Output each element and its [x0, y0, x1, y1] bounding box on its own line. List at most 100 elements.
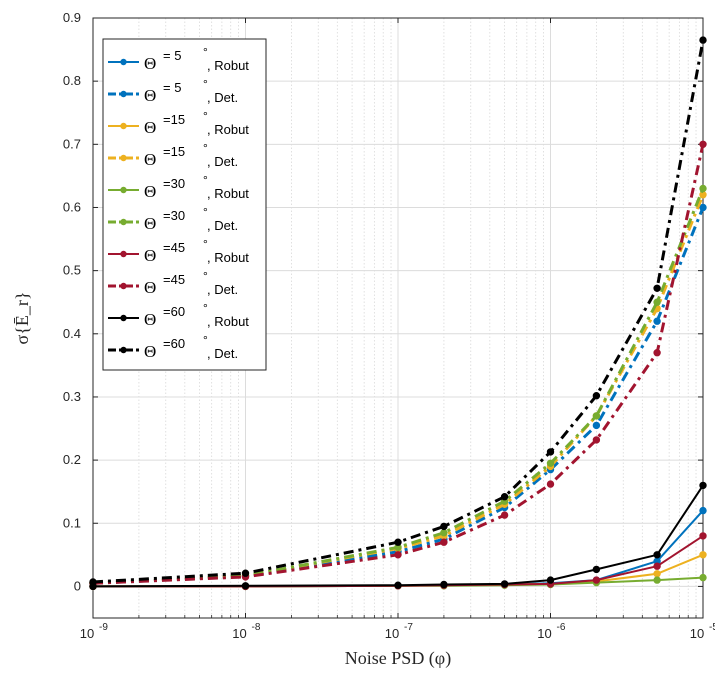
legend-entry: Θ =60 °, Det. — [108, 333, 238, 361]
data-point — [546, 480, 555, 488]
data-point — [241, 582, 250, 590]
y-tick-label: 0.5 — [63, 263, 81, 278]
legend-entry: Θ =30 °, Det. — [108, 205, 238, 233]
x-tick-base: 10 — [537, 626, 551, 641]
legend-degree-symbol: ° — [203, 237, 208, 251]
x-tick-base: 10 — [80, 626, 94, 641]
legend-entry: Θ = 5 °, Det. — [108, 77, 238, 105]
legend-method-label: , Robut — [207, 58, 249, 73]
legend-entry: Θ =15 °, Robut — [108, 109, 249, 137]
data-point — [653, 570, 661, 578]
x-tick-label: 10 -9 — [80, 622, 109, 641]
data-point — [653, 576, 661, 584]
legend-angle-value: = 5 — [163, 80, 181, 95]
legend-method-label: , Det. — [207, 282, 238, 297]
legend-entry: Θ = 5 °, Robut — [108, 45, 249, 73]
legend-angle-value: =60 — [163, 336, 185, 351]
legend-method-label: , Det. — [207, 218, 238, 233]
data-point — [653, 284, 661, 292]
legend-method-label: , Det. — [207, 90, 238, 105]
legend-theta-symbol: Θ — [144, 150, 156, 169]
data-point — [592, 576, 601, 584]
data-point — [653, 562, 661, 570]
legend-method-label: , Det. — [207, 346, 238, 361]
legend-method-label: , Robut — [207, 314, 249, 329]
legend-theta-symbol: Θ — [144, 118, 156, 137]
legend-angle-value: =30 — [163, 176, 185, 191]
data-point — [699, 506, 707, 515]
data-point — [546, 459, 555, 467]
data-point — [592, 421, 601, 430]
y-tick-label: 0.2 — [63, 452, 81, 467]
data-point — [592, 565, 601, 574]
legend-marker — [120, 58, 127, 66]
legend-marker — [120, 90, 127, 98]
x-tick-base: 10 — [690, 626, 704, 641]
legend-degree-symbol: ° — [203, 301, 208, 315]
data-point — [699, 481, 707, 490]
legend-angle-value: =45 — [163, 240, 185, 255]
data-point — [699, 551, 707, 559]
x-tick-label: 10 -5 — [690, 622, 715, 641]
y-tick-label: 0.3 — [63, 389, 81, 404]
data-point — [699, 532, 707, 540]
legend-entry: Θ =60 °, Robut — [108, 301, 249, 329]
legend-entry: Θ =15 °, Det. — [108, 141, 238, 169]
data-point — [699, 191, 707, 199]
legend-marker — [120, 122, 127, 130]
data-point — [500, 493, 509, 501]
legend-angle-value: =45 — [163, 272, 185, 287]
data-point — [394, 581, 402, 589]
data-point — [592, 412, 601, 420]
legend-degree-symbol: ° — [203, 141, 208, 155]
legend-marker — [120, 186, 127, 194]
data-point — [653, 298, 661, 306]
data-point — [440, 580, 448, 589]
data-point — [699, 203, 707, 212]
data-point — [546, 576, 555, 584]
legend-degree-symbol: ° — [203, 45, 208, 59]
x-tick-label: 10 -8 — [232, 622, 261, 641]
legend-entry: Θ =30 °, Robut — [108, 173, 249, 201]
legend-theta-symbol: Θ — [144, 86, 156, 105]
data-point — [653, 317, 661, 325]
legend-marker — [120, 282, 127, 290]
series-9 — [89, 481, 707, 591]
legend-degree-symbol: ° — [203, 77, 208, 91]
x-tick-exponent: -5 — [709, 622, 715, 633]
legend-degree-symbol: ° — [203, 109, 208, 123]
y-tick-label: 0.4 — [63, 326, 81, 341]
y-tick-label: 0 — [74, 578, 81, 593]
data-point — [546, 448, 555, 456]
legend-entry: Θ =45 °, Det. — [108, 269, 238, 297]
legend-theta-symbol: Θ — [144, 310, 156, 329]
data-point — [653, 551, 661, 559]
x-tick-exponent: -9 — [99, 622, 108, 633]
y-tick-label: 0.1 — [63, 515, 81, 530]
data-point — [500, 580, 509, 588]
x-tick-label: 10 -7 — [385, 622, 414, 641]
data-point — [394, 551, 402, 559]
data-point — [592, 436, 601, 444]
legend-entry: Θ =45 °, Robut — [108, 237, 249, 265]
legend-theta-symbol: Θ — [144, 54, 156, 73]
legend-degree-symbol: ° — [203, 173, 208, 187]
legend-degree-symbol: ° — [203, 333, 208, 347]
y-tick-label: 0.7 — [63, 136, 81, 151]
legend-degree-symbol: ° — [203, 269, 208, 283]
legend-angle-value: = 5 — [163, 48, 181, 63]
x-axis-label: Noise PSD (φ) — [345, 648, 451, 669]
legend-angle-value: =60 — [163, 304, 185, 319]
legend-marker — [120, 250, 127, 258]
data-point — [440, 529, 448, 537]
legend-angle-value: =30 — [163, 208, 185, 223]
x-tick-label: 10 -6 — [537, 622, 566, 641]
data-point — [699, 36, 707, 44]
x-tick-base: 10 — [385, 626, 399, 641]
x-tick-exponent: -8 — [252, 622, 261, 633]
legend-method-label: , Robut — [207, 186, 249, 201]
legend-angle-value: =15 — [163, 144, 185, 159]
